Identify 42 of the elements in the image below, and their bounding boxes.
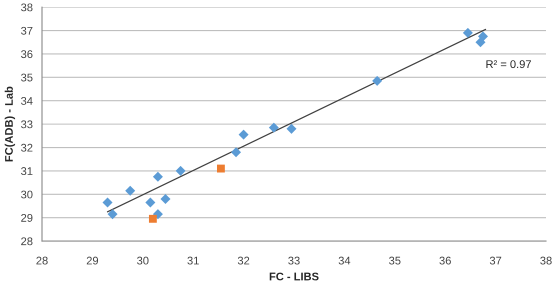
y-tick-label: 32 bbox=[21, 144, 32, 152]
point bbox=[462, 28, 473, 38]
x-tick-label: 34 bbox=[338, 256, 350, 265]
x-tick-label: 36 bbox=[439, 256, 451, 265]
point bbox=[148, 214, 157, 223]
x-tick-label: 29 bbox=[86, 256, 98, 265]
x-tick-label: 38 bbox=[540, 256, 552, 265]
x-tick-label: 32 bbox=[238, 256, 250, 265]
point bbox=[152, 172, 163, 182]
y-axis-title: FC(ADB) - Lab bbox=[4, 86, 16, 162]
y-tick-label: 28 bbox=[21, 237, 32, 246]
point bbox=[268, 122, 279, 133]
x-tick-label: 35 bbox=[389, 256, 401, 265]
y-tick-label: 33 bbox=[21, 120, 32, 128]
y-tick-label: 38 bbox=[21, 3, 32, 12]
y-tick-label: 31 bbox=[21, 167, 32, 176]
point bbox=[125, 186, 136, 196]
y-tick-label: 30 bbox=[21, 190, 33, 198]
point bbox=[176, 166, 186, 176]
point bbox=[238, 130, 249, 140]
x-tick-label: 33 bbox=[288, 256, 300, 265]
point bbox=[160, 194, 170, 204]
annotation: R² = 0.97 bbox=[486, 60, 531, 68]
x-axis-title: FC - LIBS bbox=[270, 272, 319, 280]
point bbox=[216, 164, 225, 172]
point bbox=[108, 209, 118, 220]
x-tick-label: 30 bbox=[137, 256, 149, 265]
y-tick-label: 34 bbox=[21, 97, 33, 105]
point bbox=[231, 147, 242, 158]
point bbox=[286, 124, 296, 134]
point bbox=[145, 197, 156, 208]
x-tick-label: 28 bbox=[36, 256, 48, 265]
point bbox=[372, 76, 382, 86]
y-tick-label: 35 bbox=[21, 74, 33, 82]
point bbox=[475, 37, 486, 48]
y-tick-label: 29 bbox=[21, 214, 32, 222]
point bbox=[478, 31, 488, 42]
x-tick-label: 37 bbox=[490, 256, 502, 265]
y-tick-label: 36 bbox=[21, 50, 32, 58]
x-tick-label: 31 bbox=[187, 256, 199, 265]
point bbox=[102, 197, 113, 208]
y-tick-label: 37 bbox=[21, 26, 32, 35]
